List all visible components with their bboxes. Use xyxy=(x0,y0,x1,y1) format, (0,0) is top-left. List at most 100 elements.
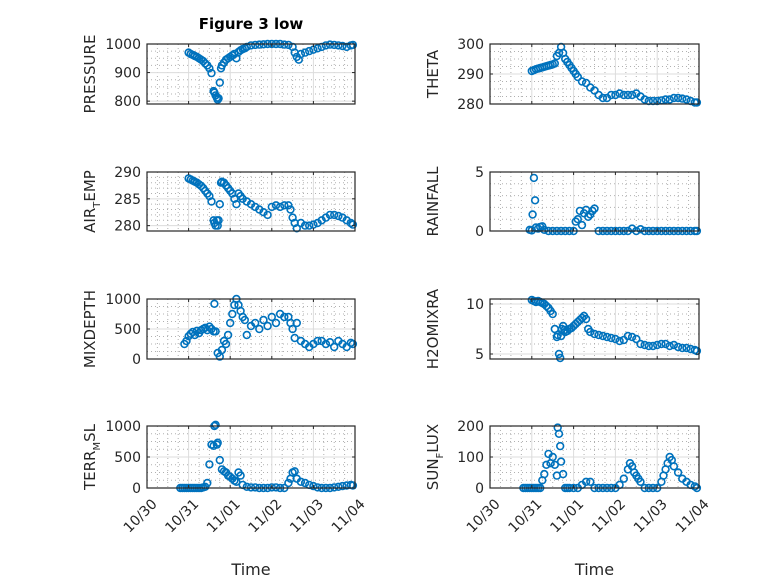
y-axis-label-subscript: M xyxy=(92,442,103,451)
axes-box xyxy=(146,171,356,232)
data-point xyxy=(338,41,347,51)
y-tick-label: 500 xyxy=(114,322,141,338)
data-point xyxy=(242,330,252,340)
data-point xyxy=(581,78,591,88)
data-point xyxy=(232,477,241,486)
data-point xyxy=(207,197,216,206)
data-point xyxy=(644,341,653,351)
data-point xyxy=(627,332,637,342)
data-point xyxy=(615,336,624,346)
y-axis-label: PRESSURE xyxy=(81,35,99,114)
subplot-mixdepth: 0 500 1000 MIXDEPTH xyxy=(81,290,358,368)
data-series-h2omixra xyxy=(527,295,702,363)
data-point xyxy=(590,329,599,339)
data-point xyxy=(207,68,216,78)
data-point xyxy=(292,318,301,328)
data-point xyxy=(657,339,666,349)
y-tick-label: 0 xyxy=(132,352,141,368)
data-point xyxy=(223,330,233,340)
data-point xyxy=(288,324,297,334)
y-tick-label: 1000 xyxy=(105,37,141,53)
data-point xyxy=(558,469,568,479)
data-point xyxy=(251,318,260,328)
data-point xyxy=(300,221,310,230)
data-point xyxy=(348,481,358,490)
y-tick-label: 200 xyxy=(457,419,484,435)
data-point xyxy=(215,200,225,209)
data-point xyxy=(267,483,276,492)
y-tick-label: 900 xyxy=(114,66,141,82)
data-point xyxy=(348,220,358,229)
data-point xyxy=(330,210,339,220)
y-axis-label: RAINFALL xyxy=(424,166,442,237)
data-point xyxy=(548,309,557,319)
y-tick-label: 500 xyxy=(114,450,141,466)
data-point xyxy=(348,339,358,349)
axes-box xyxy=(489,171,700,232)
y-tick-label: 285 xyxy=(114,192,141,208)
data-point xyxy=(529,173,539,183)
data-point xyxy=(286,205,295,214)
data-point xyxy=(573,72,582,82)
data-point xyxy=(215,455,225,465)
data-point xyxy=(540,469,549,479)
data-point xyxy=(309,481,318,491)
axes-background xyxy=(490,299,699,359)
data-point xyxy=(271,201,281,210)
data-point xyxy=(554,429,564,438)
data-point xyxy=(214,216,223,225)
data-point xyxy=(313,483,322,492)
data-point xyxy=(305,46,314,56)
figure-title: Figure 3 low xyxy=(199,15,304,33)
data-point xyxy=(280,201,289,210)
data-point xyxy=(586,327,595,337)
data-point xyxy=(251,40,260,50)
data-point xyxy=(623,331,633,341)
data-point xyxy=(296,477,306,486)
data-point xyxy=(271,483,281,492)
data-point xyxy=(246,483,256,492)
y-axis-label-part: LUX xyxy=(424,424,442,453)
data-point xyxy=(325,338,335,347)
y-axis-label-part: AIR xyxy=(81,208,99,233)
data-point xyxy=(203,478,212,488)
y-axis-label: TERRMSL xyxy=(81,423,103,491)
data-point xyxy=(548,452,557,462)
data-point xyxy=(636,477,645,486)
data-point xyxy=(627,90,637,100)
y-tick-label: 800 xyxy=(114,94,141,110)
y-axis-label-subscript: F xyxy=(435,452,446,458)
subplot-pressure: 800 900 1000 PRESSURE xyxy=(81,35,358,114)
data-point xyxy=(632,334,641,344)
data-point xyxy=(280,312,289,322)
data-point xyxy=(201,59,210,68)
data-point xyxy=(275,202,285,212)
axes-box xyxy=(146,43,356,105)
data-point xyxy=(284,40,293,50)
x-axis-label: Time xyxy=(574,560,614,579)
data-point xyxy=(555,353,565,363)
data-point xyxy=(652,340,662,350)
data-point xyxy=(606,333,616,343)
y-tick-label: 280 xyxy=(457,97,484,113)
data-point xyxy=(577,220,587,230)
data-point xyxy=(321,339,331,349)
data-point xyxy=(211,420,220,429)
data-point xyxy=(230,49,239,59)
data-point xyxy=(221,339,231,349)
data-point xyxy=(636,225,645,234)
y-tick-label: 0 xyxy=(475,481,484,497)
data-point xyxy=(692,98,702,107)
data-point xyxy=(648,341,658,351)
data-point xyxy=(190,330,200,340)
data-point xyxy=(640,340,649,350)
data-point xyxy=(284,201,293,210)
data-point xyxy=(214,94,223,103)
data-point xyxy=(615,89,624,98)
y-tick-label: 10 xyxy=(466,297,484,313)
data-point xyxy=(242,482,252,491)
data-point xyxy=(623,90,633,100)
data-point xyxy=(528,210,537,219)
data-series-pressure xyxy=(184,39,358,104)
data-point xyxy=(263,321,272,331)
